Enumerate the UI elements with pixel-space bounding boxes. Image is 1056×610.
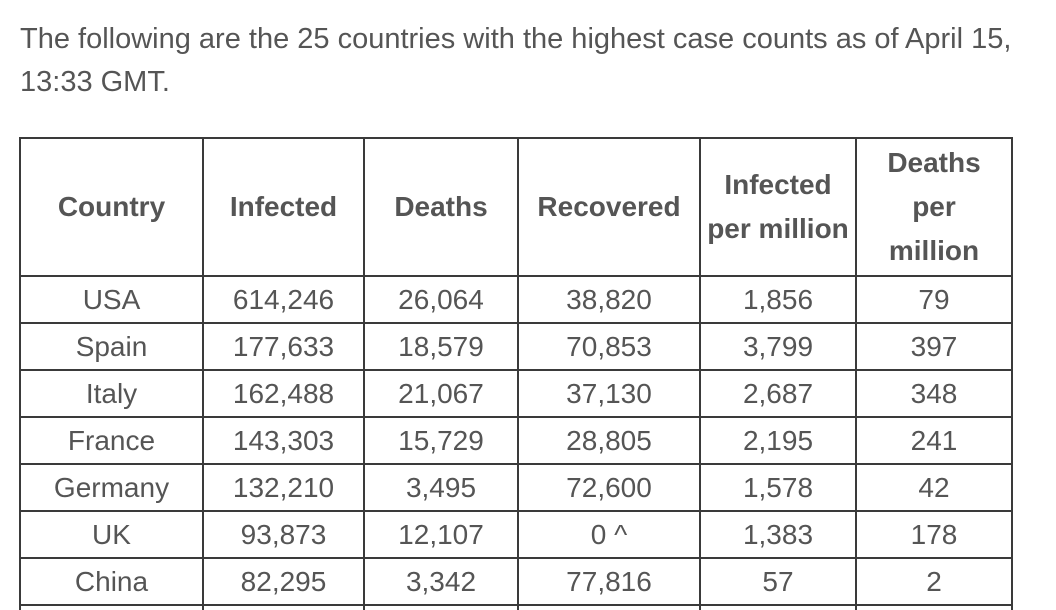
cell-infected: 162,488 bbox=[202, 369, 365, 418]
header-infected-per-million-line2: per million bbox=[707, 213, 849, 244]
table-row-partial bbox=[19, 604, 1013, 610]
cell-empty bbox=[517, 604, 701, 610]
cell-infected-per-million: 2,195 bbox=[699, 416, 857, 465]
cell-country: France bbox=[19, 416, 204, 465]
cell-country: China bbox=[19, 557, 204, 606]
cell-recovered: 37,130 bbox=[517, 369, 701, 418]
intro-paragraph: The following are the 25 countries with … bbox=[20, 18, 1056, 104]
cell-infected: 132,210 bbox=[202, 463, 365, 512]
header-infected: Infected bbox=[202, 137, 365, 277]
cell-country: Germany bbox=[19, 463, 204, 512]
cell-deaths: 12,107 bbox=[363, 510, 519, 559]
cell-deaths-per-million: 348 bbox=[855, 369, 1013, 418]
cell-deaths-per-million: 241 bbox=[855, 416, 1013, 465]
cell-infected: 82,295 bbox=[202, 557, 365, 606]
cell-infected: 93,873 bbox=[202, 510, 365, 559]
cell-deaths: 3,342 bbox=[363, 557, 519, 606]
header-country: Country bbox=[19, 137, 204, 277]
cell-recovered: 28,805 bbox=[517, 416, 701, 465]
cell-deaths: 18,579 bbox=[363, 322, 519, 371]
cell-empty bbox=[202, 604, 365, 610]
cell-country: Spain bbox=[19, 322, 204, 371]
cell-deaths-per-million: 2 bbox=[855, 557, 1013, 606]
table-row: China 82,295 3,342 77,816 57 2 bbox=[19, 557, 1013, 606]
cell-country: Italy bbox=[19, 369, 204, 418]
cell-recovered: 0 ^ bbox=[517, 510, 701, 559]
cell-infected-per-million: 3,799 bbox=[699, 322, 857, 371]
cell-deaths-per-million: 397 bbox=[855, 322, 1013, 371]
cell-empty bbox=[855, 604, 1013, 610]
header-infected-per-million-line1: Infected bbox=[724, 169, 832, 200]
countries-table: Country Infected Deaths Recovered Infect… bbox=[19, 137, 1013, 610]
cell-country: USA bbox=[19, 275, 204, 324]
intro-line-2: 13:33 GMT. bbox=[20, 66, 170, 98]
cell-deaths: 15,729 bbox=[363, 416, 519, 465]
cell-infected: 143,303 bbox=[202, 416, 365, 465]
cell-recovered: 38,820 bbox=[517, 275, 701, 324]
table-row: USA 614,246 26,064 38,820 1,856 79 bbox=[19, 275, 1013, 324]
intro-line-1: The following are the 25 countries with … bbox=[20, 23, 1012, 55]
table-row: Italy 162,488 21,067 37,130 2,687 348 bbox=[19, 369, 1013, 418]
header-deaths-per-million-line2: per bbox=[912, 191, 956, 222]
cell-deaths: 3,495 bbox=[363, 463, 519, 512]
cell-infected: 177,633 bbox=[202, 322, 365, 371]
table-body: USA 614,246 26,064 38,820 1,856 79 Spain… bbox=[19, 275, 1013, 610]
cell-deaths: 26,064 bbox=[363, 275, 519, 324]
header-row: Country Infected Deaths Recovered Infect… bbox=[19, 137, 1013, 277]
table-row: UK 93,873 12,107 0 ^ 1,383 178 bbox=[19, 510, 1013, 559]
table-row: Spain 177,633 18,579 70,853 3,799 397 bbox=[19, 322, 1013, 371]
table-row: France 143,303 15,729 28,805 2,195 241 bbox=[19, 416, 1013, 465]
cell-recovered: 70,853 bbox=[517, 322, 701, 371]
cell-deaths-per-million: 42 bbox=[855, 463, 1013, 512]
cell-deaths-per-million: 178 bbox=[855, 510, 1013, 559]
cell-deaths-per-million: 79 bbox=[855, 275, 1013, 324]
header-recovered: Recovered bbox=[517, 137, 701, 277]
cell-recovered: 72,600 bbox=[517, 463, 701, 512]
table-row: Germany 132,210 3,495 72,600 1,578 42 bbox=[19, 463, 1013, 512]
cell-infected-per-million: 1,383 bbox=[699, 510, 857, 559]
header-deaths-per-million-line1: Deaths bbox=[887, 147, 981, 178]
cell-infected: 614,246 bbox=[202, 275, 365, 324]
header-deaths: Deaths bbox=[363, 137, 519, 277]
header-deaths-per-million-line3: million bbox=[888, 235, 980, 266]
cell-recovered: 77,816 bbox=[517, 557, 701, 606]
header-infected-per-million: Infected per million bbox=[699, 137, 857, 277]
cell-empty bbox=[699, 604, 857, 610]
cell-infected-per-million: 2,687 bbox=[699, 369, 857, 418]
cell-infected-per-million: 1,856 bbox=[699, 275, 857, 324]
cell-empty bbox=[363, 604, 519, 610]
cell-infected-per-million: 57 bbox=[699, 557, 857, 606]
cell-infected-per-million: 1,578 bbox=[699, 463, 857, 512]
cell-deaths: 21,067 bbox=[363, 369, 519, 418]
cell-empty bbox=[19, 604, 204, 610]
header-deaths-per-million: Deaths per million bbox=[855, 137, 1013, 277]
table-header: Country Infected Deaths Recovered Infect… bbox=[19, 137, 1013, 277]
cell-country: UK bbox=[19, 510, 204, 559]
